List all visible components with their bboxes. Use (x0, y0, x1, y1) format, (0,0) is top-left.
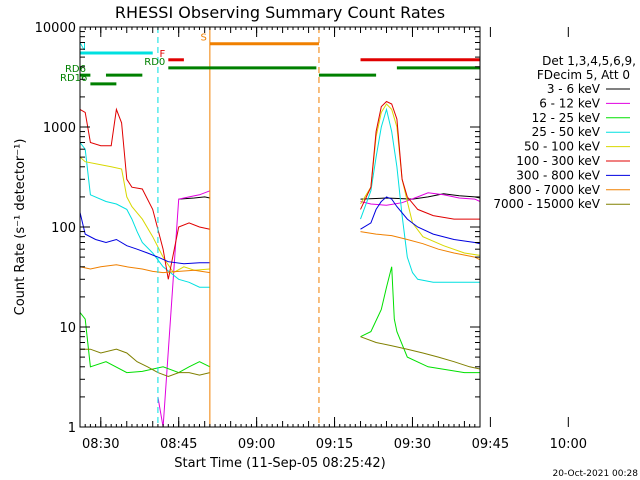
y-tick-label: 1000 (43, 121, 76, 136)
series-layer (79, 100, 481, 428)
legend: Det 1,3,4,5,6,9, FDecim 5, Att 0 3 - 6 k… (493, 54, 636, 211)
flag-label-rd6: RD6 (65, 64, 86, 75)
chart-title: RHESSI Observing Summary Count Rates (115, 3, 445, 22)
y-axis-label: Count Rate (s⁻¹ detector⁻¹) (13, 139, 28, 316)
x-tick-label: 09:00 (238, 437, 275, 452)
flag-label-s: S (201, 33, 207, 44)
plot-frame (79, 26, 481, 428)
series-line-3 (79, 107, 481, 288)
footer-timestamp: 20-Oct-2021 00:28 (553, 469, 639, 479)
flag-label-rd16: RD16 (60, 73, 87, 84)
x-tick-label: 09:45 (472, 437, 509, 452)
legend-entry-label: 300 - 800 keV (516, 168, 600, 182)
y-tick-label: 10000 (35, 21, 76, 36)
flag-label-n: N (79, 42, 86, 53)
y-tick-label: 100 (51, 221, 76, 236)
legend-entry-label: 6 - 12 keV (539, 96, 601, 110)
legend-header-line1: Det 1,3,4,5,6,9, (542, 54, 636, 68)
x-tick-label: 09:30 (394, 437, 431, 452)
legend-entry-label: 50 - 100 keV (524, 140, 601, 154)
legend-entry-label: 100 - 300 keV (516, 154, 600, 168)
legend-entry-label: 7000 - 15000 keV (493, 197, 600, 211)
legend-entry-label: 800 - 7000 keV (509, 183, 601, 197)
series-line-8 (80, 336, 481, 378)
legend-header-line2: FDecim 5, Att 0 (537, 68, 630, 82)
x-tick-label: 08:45 (160, 437, 197, 452)
x-axis: 08:30 08:45 09:00 09:15 09:30 09:45 10:00 (79, 27, 587, 452)
y-axis: 1 10 100 1000 10000 (35, 21, 480, 436)
legend-entry-label: 25 - 50 keV (532, 125, 601, 139)
x-tick-label: 08:30 (82, 437, 119, 452)
series-line-2 (79, 266, 481, 374)
x-tick-label: 10:00 (550, 437, 587, 452)
flag-label-rd0: RD0 (144, 57, 165, 68)
legend-entry-label: 12 - 25 keV (532, 111, 601, 125)
y-tick-label: 1 (68, 421, 76, 436)
legend-entry-label: 3 - 6 keV (547, 82, 601, 96)
y-tick-label: 10 (59, 321, 76, 336)
series-line-0 (178, 193, 481, 201)
x-axis-label: Start Time (11-Sep-05 08:25:42) (174, 456, 385, 471)
series-line-5 (79, 100, 481, 310)
flag-label-f: F (160, 49, 166, 60)
series-line-6 (79, 196, 481, 267)
x-tick-label: 09:15 (316, 437, 353, 452)
